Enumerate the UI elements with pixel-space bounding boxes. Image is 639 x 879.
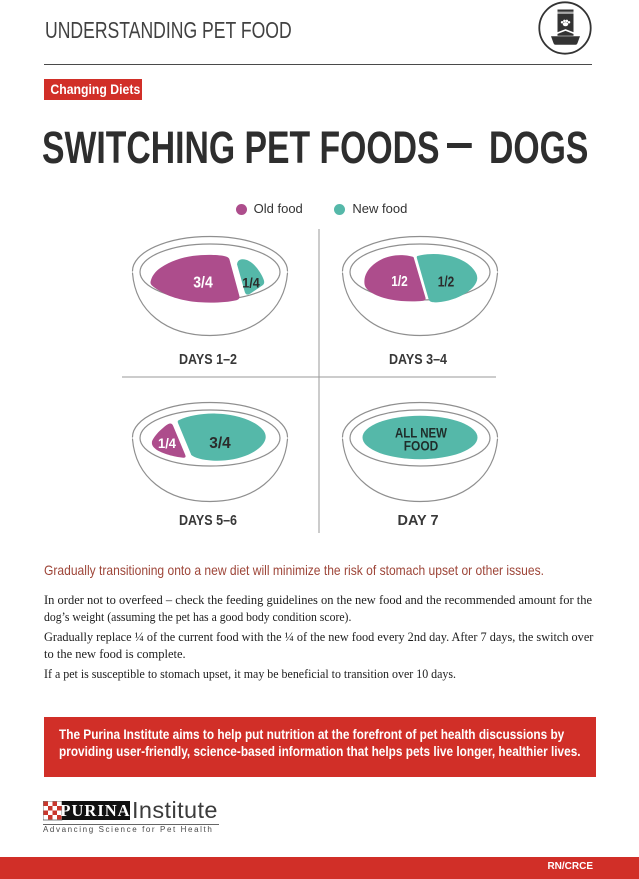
- svg-text:DAYS 1–2: DAYS 1–2: [179, 351, 237, 368]
- svg-text:DAY 7: DAY 7: [398, 512, 439, 529]
- svg-text:1/2: 1/2: [391, 273, 408, 290]
- svg-text:Institute: Institute: [132, 801, 218, 823]
- svg-text:1/4: 1/4: [242, 276, 260, 291]
- svg-text:FOOD: FOOD: [404, 439, 439, 454]
- svg-text:1/4: 1/4: [158, 436, 176, 451]
- svg-text:DAYS 3–4: DAYS 3–4: [389, 351, 448, 368]
- svg-text:1/2: 1/2: [438, 274, 455, 291]
- svg-text:Advancing Science for Pet Heal: Advancing Science for Pet Health: [43, 825, 213, 834]
- svg-text:ALL NEW: ALL NEW: [395, 426, 447, 441]
- svg-text:3/4: 3/4: [209, 435, 231, 452]
- svg-text:3/4: 3/4: [193, 275, 213, 292]
- svg-text:PURINA: PURINA: [60, 801, 130, 820]
- svg-text:DAYS 5–6: DAYS 5–6: [179, 512, 237, 529]
